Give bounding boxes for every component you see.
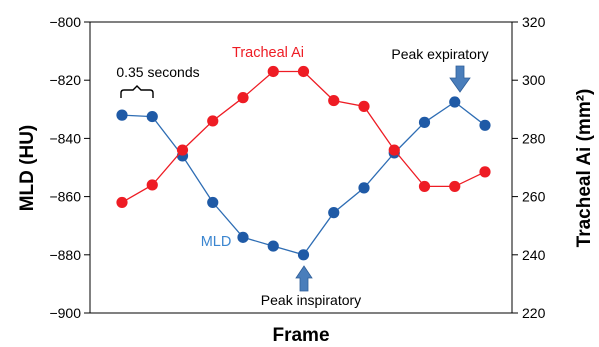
tracheal-ai-point	[298, 66, 309, 77]
interval-annotation: 0.35 seconds	[116, 64, 199, 80]
right-tick-label: 240	[522, 247, 546, 263]
left-axis: −800 −820 −840 −860 −880 −900	[49, 14, 90, 321]
right-tick-label: 280	[522, 130, 546, 146]
tracheal-ai-label: Tracheal Ai	[232, 45, 304, 61]
peak-inspiratory-arrow	[296, 266, 312, 291]
mld-point	[358, 182, 369, 193]
left-tick-label: −840	[49, 130, 81, 146]
mld-label: MLD	[201, 234, 232, 250]
tracheal-ai-point	[268, 66, 279, 77]
right-tick-label: 260	[522, 189, 546, 205]
mld-point	[268, 240, 279, 251]
left-tick-label: −900	[49, 305, 81, 321]
series-mld	[116, 96, 490, 260]
right-tick-label: 320	[522, 14, 546, 30]
series-tracheal-ai	[116, 66, 490, 208]
tracheal-ai-line	[122, 72, 485, 203]
left-tick-label: −860	[49, 189, 81, 205]
tracheal-ai-point	[237, 92, 248, 103]
mld-point	[116, 110, 127, 121]
tracheal-ai-point	[328, 95, 339, 106]
right-axis-title: Tracheal Ai (mm²)	[574, 89, 595, 248]
right-tick-label: 220	[522, 305, 546, 321]
tracheal-ai-point	[419, 181, 430, 192]
mld-point	[328, 207, 339, 218]
peak-inspiratory-label: Peak inspiratory	[261, 292, 361, 308]
tracheal-ai-point	[207, 115, 218, 126]
left-tick-label: −880	[49, 247, 81, 263]
peak-expiratory-label: Peak expiratory	[391, 46, 488, 62]
mld-point	[449, 96, 460, 107]
left-axis-title: MLD (HU)	[17, 125, 38, 212]
peak-expiratory-arrow	[450, 66, 470, 92]
tracheal-ai-point	[177, 144, 188, 155]
mld-point	[419, 117, 430, 128]
tracheal-ai-point	[389, 144, 400, 155]
tracheal-ai-point	[479, 166, 490, 177]
right-axis: 320 300 280 260 240 220	[512, 14, 546, 321]
interval-bracket	[121, 86, 153, 98]
tracheal-ai-point	[449, 181, 460, 192]
tracheal-ai-point	[358, 101, 369, 112]
left-tick-label: −820	[49, 72, 81, 88]
mld-point	[237, 232, 248, 243]
mld-point	[479, 120, 490, 131]
mld-line	[122, 102, 485, 255]
x-axis-title: Frame	[272, 325, 329, 346]
right-tick-label: 300	[522, 72, 546, 88]
mld-point	[298, 249, 309, 260]
mld-point	[147, 111, 158, 122]
tracheal-ai-point	[147, 179, 158, 190]
tracheal-ai-point	[116, 197, 127, 208]
left-tick-label: −800	[49, 14, 81, 30]
mld-point	[207, 197, 218, 208]
